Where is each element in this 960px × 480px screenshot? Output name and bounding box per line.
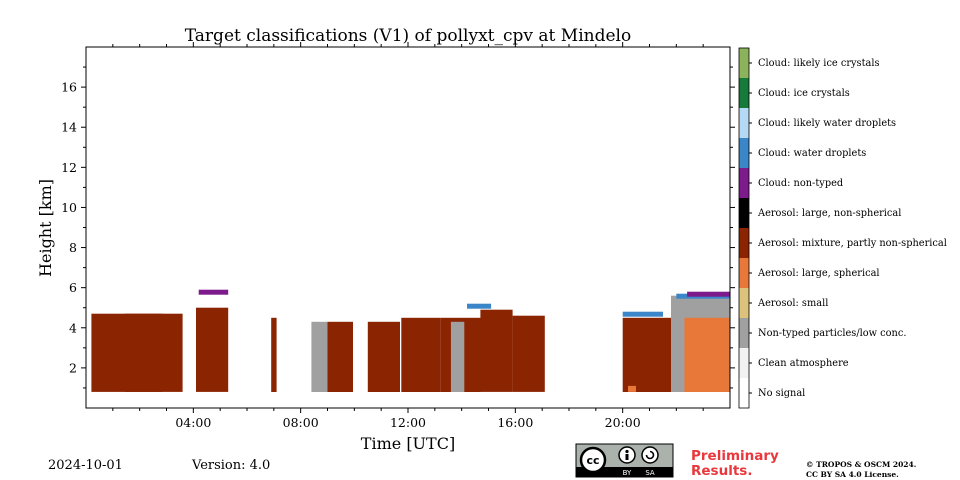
colorbar-legend: No signal Clean atmosphere Non-typed parti…	[738, 47, 947, 409]
colorbar-label: Aerosol: mixture, partly non-spherical	[757, 238, 947, 249]
cc-license-badge: cc BY SA	[575, 443, 674, 478]
y-tick-label: 16	[61, 80, 77, 95]
colorbar-swatch	[739, 108, 749, 138]
class-segment	[450, 321, 465, 392]
cc-icon	[579, 446, 607, 474]
colorbar-label: Aerosol: large, non-spherical	[757, 208, 901, 219]
colorbar-label: Cloud: non-typed	[758, 178, 843, 189]
colorbar-swatch	[739, 258, 749, 288]
x-tick-label: 16:00	[497, 415, 533, 430]
x-tick-label: 20:00	[605, 415, 641, 430]
svg-text:BY: BY	[623, 469, 632, 477]
colorbar-swatch	[739, 78, 749, 108]
y-tick-label: 10	[61, 200, 77, 215]
colorbar-swatch	[739, 168, 749, 198]
colorbar-label: No signal	[758, 388, 805, 399]
class-segment	[124, 313, 163, 392]
sa-icon	[641, 446, 659, 464]
colorbar-swatch	[739, 198, 749, 228]
x-axis-label: Time [UTC]	[361, 434, 455, 453]
colorbar-label: Cloud: water droplets	[758, 148, 866, 159]
class-segment	[512, 315, 545, 392]
version-label: Version: 4.0	[192, 458, 271, 473]
colorbar-frame	[738, 47, 750, 409]
colorbar-swatch	[739, 348, 749, 378]
class-segment	[628, 385, 636, 392]
y-tick-label: 6	[69, 280, 77, 295]
class-segment	[684, 317, 730, 392]
colorbar-swatch	[739, 318, 749, 348]
colorbar-label: Aerosol: small	[757, 298, 828, 309]
colorbar-swatch	[739, 138, 749, 168]
class-segment	[196, 307, 229, 392]
x-tick-label: 12:00	[390, 415, 426, 430]
copyright-notice: © TROPOS & OSCM 2024. CC BY SA 4.0 Licen…	[806, 460, 916, 480]
class-segment	[467, 303, 492, 309]
preliminary-results-note: Preliminary Results.	[691, 448, 779, 479]
copyright-line-1: © TROPOS & OSCM 2024.	[806, 460, 917, 469]
class-segment	[367, 321, 400, 392]
class-segment	[622, 311, 663, 317]
svg-text:SA: SA	[645, 469, 655, 477]
svg-text:cc: cc	[586, 454, 599, 467]
colorbar-label: Non-typed particles/low conc.	[758, 328, 906, 339]
colorbar-swatch	[739, 48, 749, 78]
colorbar-swatch	[739, 378, 749, 408]
colorbar-swatch	[739, 288, 749, 318]
class-segment	[687, 291, 730, 297]
colorbar-label: Clean atmosphere	[758, 358, 849, 369]
x-axis: 04:00 08:00 12:00 16:00 20:00	[112, 42, 704, 430]
colorbar-label: Cloud: likely ice crystals	[758, 58, 880, 69]
colorbar-label: Cloud: ice crystals	[758, 88, 850, 99]
colorbar-swatch	[739, 228, 749, 258]
y-tick-label: 8	[69, 240, 77, 255]
copyright-line-2: CC BY SA 4.0 License.	[806, 470, 899, 479]
y-tick-label: 12	[61, 160, 77, 175]
date-label: 2024-10-01	[48, 458, 123, 473]
chart-title: Target classifications (V1) of pollyxt_c…	[185, 26, 631, 46]
class-segment	[480, 309, 513, 392]
colorbar-label: Cloud: likely water droplets	[758, 118, 896, 129]
class-segment	[401, 317, 441, 392]
x-tick-label: 04:00	[175, 415, 211, 430]
plot-area	[91, 289, 730, 392]
y-axis-label: Height [km]	[36, 179, 55, 277]
class-segment	[311, 321, 328, 392]
class-segment	[271, 317, 277, 392]
y-axis: 2 4 6 8 10 12 14 16	[61, 66, 735, 389]
y-tick-label: 14	[61, 120, 77, 135]
y-tick-label: 2	[69, 360, 77, 375]
class-segment	[198, 289, 229, 295]
x-tick-label: 08:00	[283, 415, 319, 430]
class-segment	[327, 321, 353, 392]
y-tick-label: 4	[69, 320, 77, 335]
colorbar-label: Aerosol: large, spherical	[757, 268, 880, 279]
